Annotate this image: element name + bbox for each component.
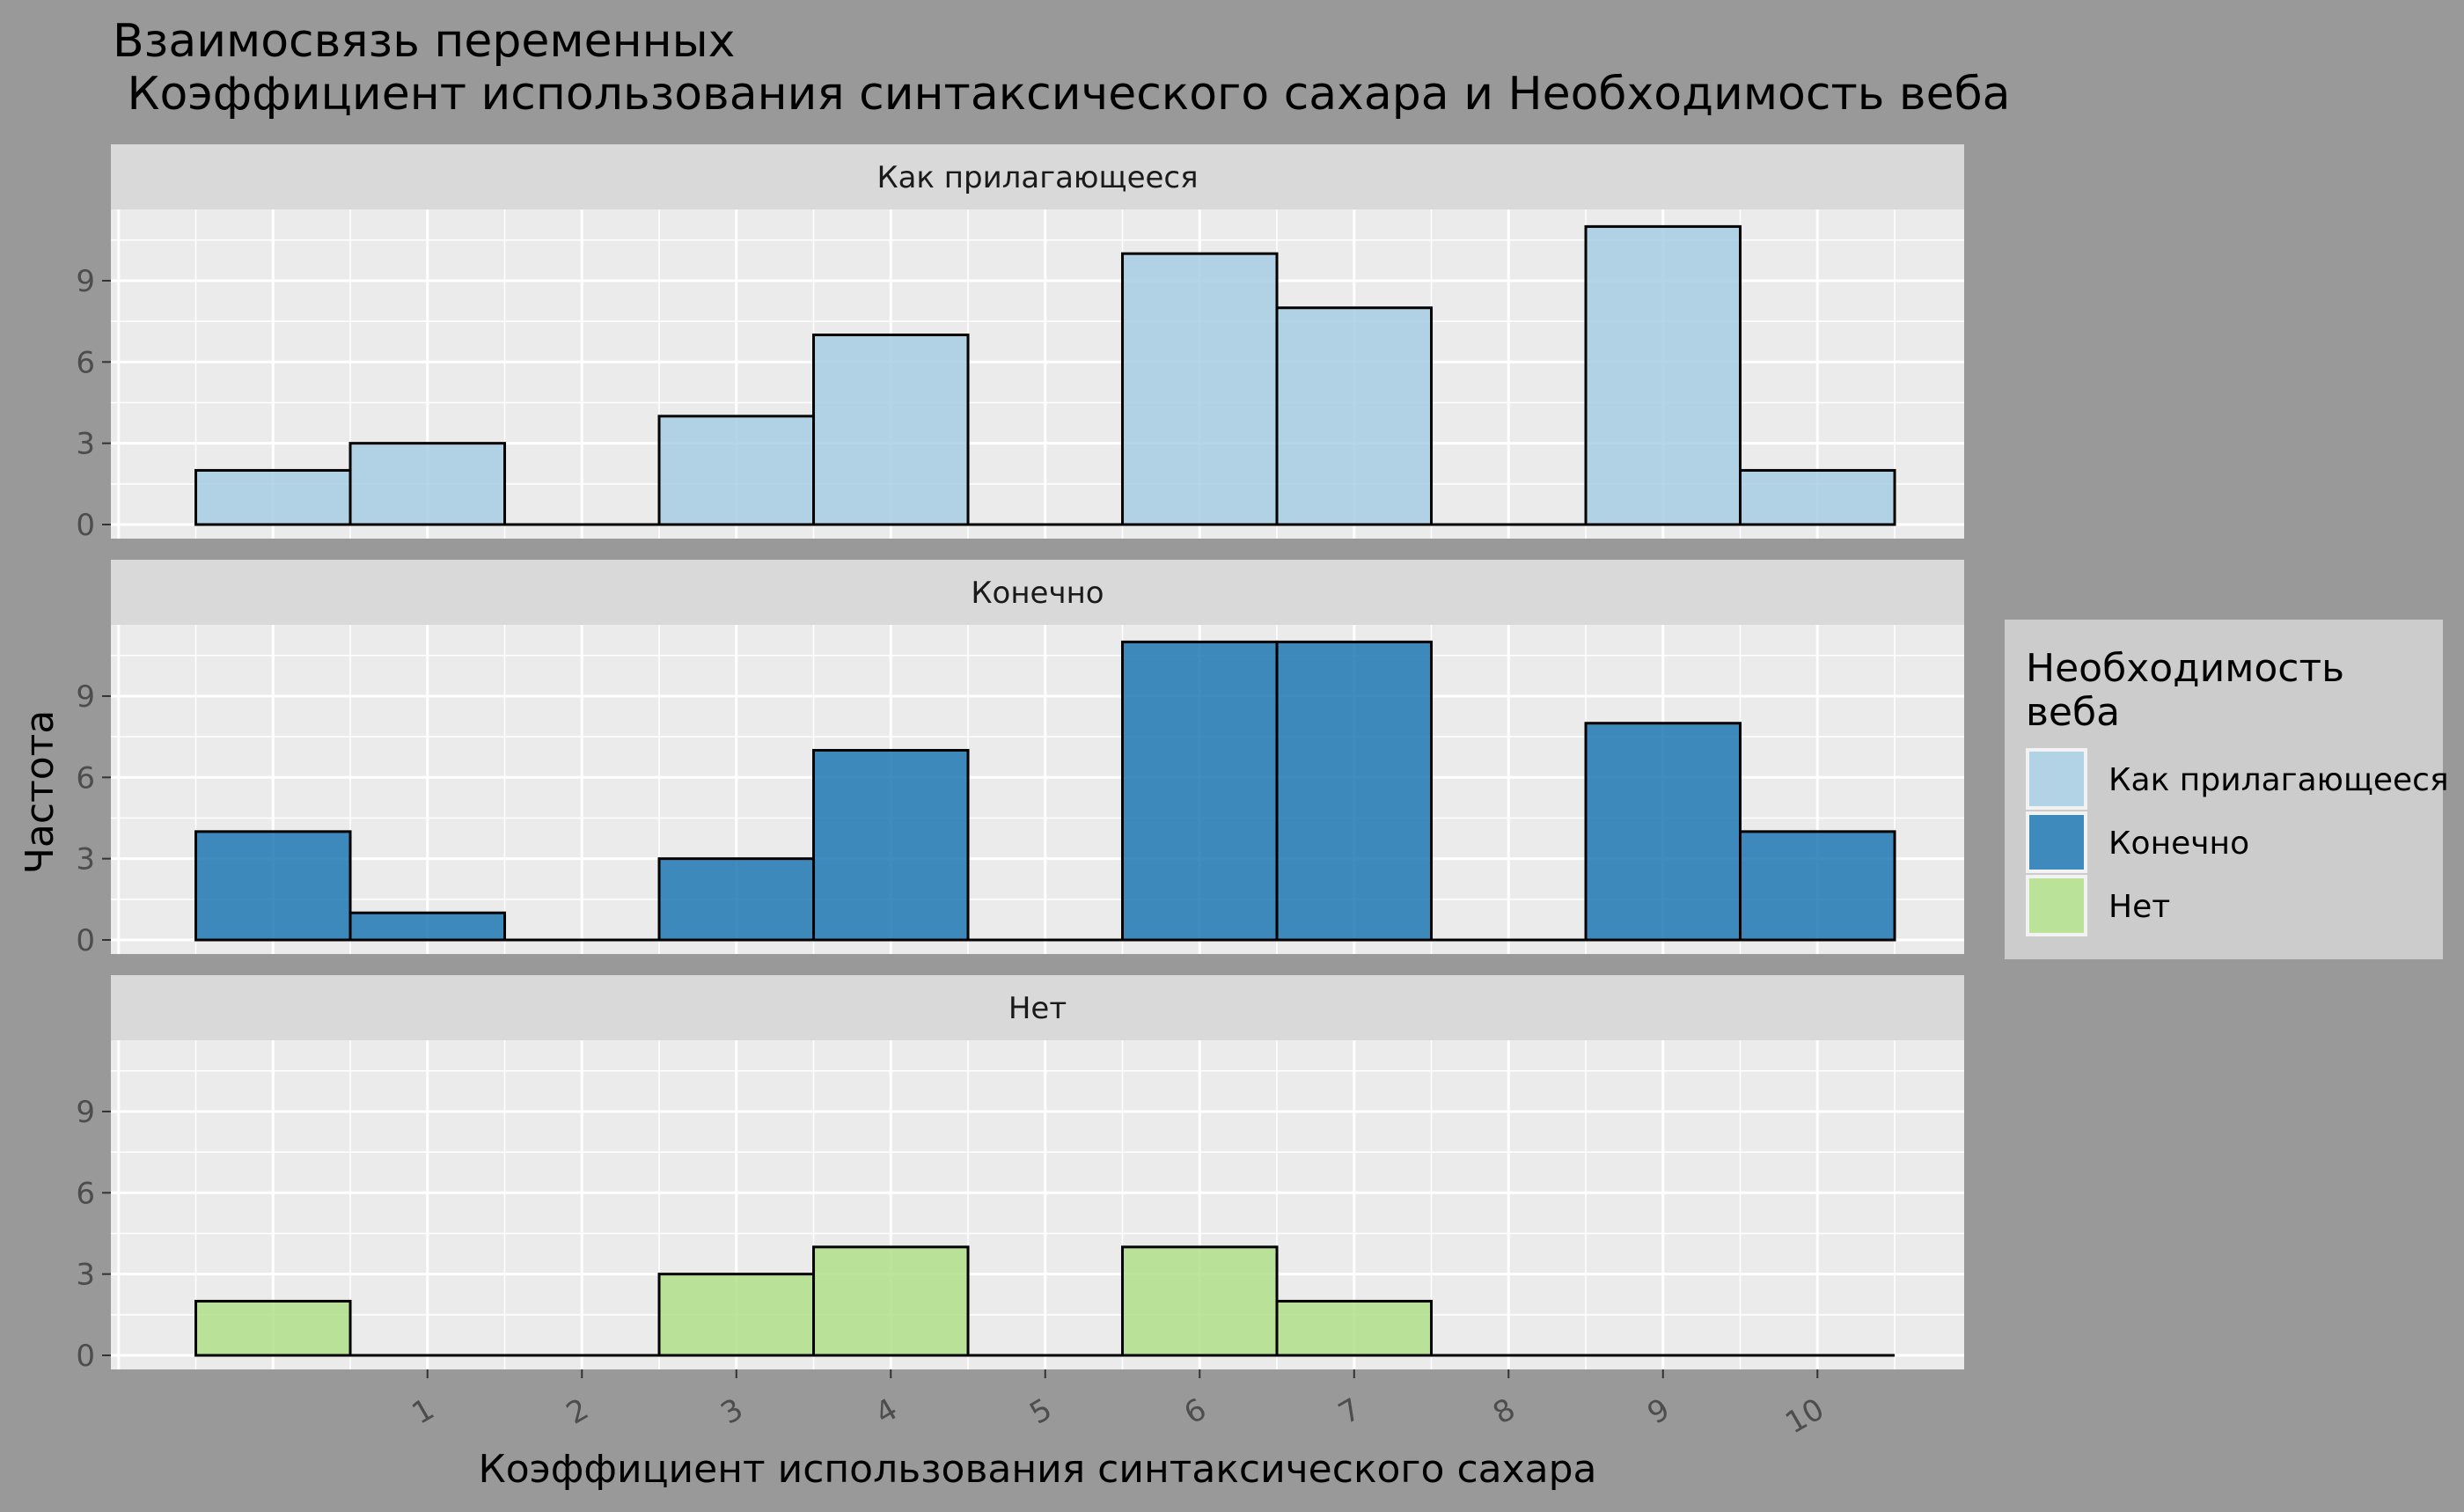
facet-strip-label: Как прилагающееся xyxy=(876,160,1198,195)
legend-label: Конечно xyxy=(2108,826,2249,862)
histogram-bar xyxy=(1121,640,1279,942)
x-tick-label: 2 xyxy=(561,1391,595,1431)
y-tick-label: 6 xyxy=(76,1176,95,1211)
chart-title-line1: Взаимосвязь переменных xyxy=(113,15,735,68)
histogram-bar xyxy=(1275,1299,1434,1357)
y-axis-title: Частота xyxy=(18,710,62,874)
histogram-bar xyxy=(1584,224,1742,526)
facet-strip xyxy=(111,144,1964,209)
legend-title-line2: веба xyxy=(2026,690,2120,735)
histogram-bar xyxy=(657,415,816,526)
legend-key xyxy=(2029,752,2084,806)
legend-key xyxy=(2029,815,2084,870)
histogram-bar xyxy=(194,830,352,942)
y-tick-label: 6 xyxy=(76,760,95,796)
histogram-bar xyxy=(812,334,970,526)
histogram-bar xyxy=(657,1273,816,1357)
legend-key xyxy=(2029,878,2084,933)
x-tick-label: 6 xyxy=(1178,1391,1213,1431)
histogram-bar xyxy=(1739,468,1896,526)
histogram-bar xyxy=(194,1299,352,1357)
legend-label: Как прилагающееся xyxy=(2108,762,2449,798)
legend-items: Как прилагающееся Конечно Нет xyxy=(2026,748,2449,936)
y-tick-label: 3 xyxy=(76,842,95,877)
histogram-bar xyxy=(194,468,352,526)
y-tick-label: 9 xyxy=(76,679,95,715)
y-tick-label: 9 xyxy=(76,1095,95,1130)
panel-background xyxy=(111,1040,1964,1369)
histogram-bar xyxy=(812,1245,970,1357)
histogram-bar xyxy=(348,911,507,942)
facet-panels: Как прилагающееся 0 3 6 9 Конечно 0 3 6 9 Нет 0 3 6 9 xyxy=(76,144,1964,1374)
legend: Необходимость веба Как прилагающееся Коне… xyxy=(2005,620,2449,959)
legend-title-line1: Необходимость xyxy=(2026,646,2344,691)
y-tick-label: 3 xyxy=(76,427,95,462)
facet-panel-2: Конечно 0 3 6 9 xyxy=(76,560,1964,958)
histogram-bar xyxy=(657,857,816,942)
legend-label: Нет xyxy=(2108,889,2170,925)
x-axis: 1 2 3 4 5 6 7 8 9 10 xyxy=(407,1369,1830,1441)
x-tick-label: 9 xyxy=(1642,1391,1676,1431)
y-tick-label: 0 xyxy=(76,1339,95,1374)
histogram-bar xyxy=(1121,252,1279,526)
facet-strip-label: Нет xyxy=(1008,991,1067,1026)
facet-strip xyxy=(111,975,1964,1040)
y-tick-label: 3 xyxy=(76,1258,95,1293)
x-tick-label: 10 xyxy=(1779,1391,1830,1441)
facet-strip xyxy=(111,560,1964,625)
facet-strip-label: Конечно xyxy=(971,576,1104,611)
histogram-bar xyxy=(812,749,970,942)
x-axis-title: Коэффициент использования синтаксическог… xyxy=(478,1447,1596,1492)
y-tick-label: 9 xyxy=(76,264,95,299)
y-tick-label: 0 xyxy=(76,508,95,543)
x-tick-label: 1 xyxy=(407,1391,441,1431)
x-tick-label: 4 xyxy=(869,1391,904,1431)
histogram-bar xyxy=(1275,640,1434,942)
facet-panel-1: Как прилагающееся 0 3 6 9 xyxy=(76,144,1964,543)
x-tick-label: 3 xyxy=(715,1391,750,1431)
x-tick-label: 8 xyxy=(1487,1391,1522,1431)
histogram-bar xyxy=(1584,722,1742,942)
chart-title-line2: Коэффициент использования синтаксическог… xyxy=(113,68,2011,121)
histogram-bar xyxy=(1275,306,1434,526)
x-tick-label: 7 xyxy=(1333,1391,1368,1431)
histogram-bar xyxy=(1121,1245,1279,1357)
y-tick-label: 0 xyxy=(76,923,95,958)
histogram-bar xyxy=(1739,830,1896,942)
facet-panel-3: Нет 0 3 6 9 xyxy=(76,975,1964,1374)
histogram-bar xyxy=(348,442,507,526)
x-tick-label: 5 xyxy=(1024,1391,1059,1431)
y-tick-label: 6 xyxy=(76,345,95,380)
